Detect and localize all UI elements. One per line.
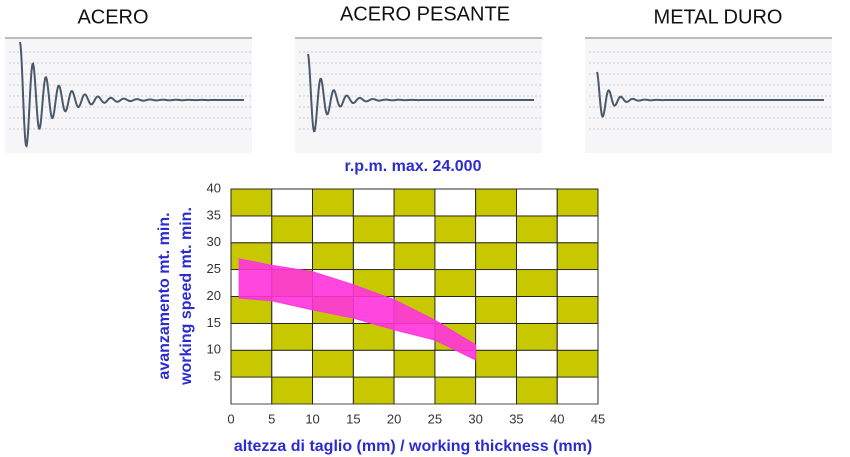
x-tick-label: 0 bbox=[227, 411, 234, 426]
checker-cell bbox=[312, 349, 354, 378]
y-tick-label: 30 bbox=[207, 234, 221, 249]
x-tick-label: 45 bbox=[591, 411, 605, 426]
y-tick-label: 20 bbox=[207, 288, 221, 303]
x-tick-label: 40 bbox=[550, 411, 564, 426]
checker-cell bbox=[393, 376, 436, 405]
x-tick-label: 20 bbox=[387, 411, 401, 426]
checker-cell bbox=[434, 188, 477, 217]
x-tick-label: 35 bbox=[509, 411, 523, 426]
x-tick-label: 15 bbox=[346, 411, 360, 426]
checker-cell bbox=[271, 322, 313, 351]
checker-cell bbox=[312, 215, 354, 244]
checker-cell bbox=[516, 269, 558, 297]
checker-cell bbox=[434, 215, 477, 244]
oscillation bbox=[307, 53, 534, 133]
checker-cell bbox=[475, 322, 517, 351]
checker-cell bbox=[516, 349, 558, 378]
checker-cell bbox=[556, 349, 599, 378]
checker-cell bbox=[352, 349, 395, 378]
y-axis-label: avanzamento mt. min. bbox=[156, 212, 173, 379]
checker-cell bbox=[475, 376, 517, 405]
oscillation bbox=[19, 41, 244, 148]
checker-cell bbox=[516, 322, 558, 351]
y-tick-label: 5 bbox=[214, 369, 221, 384]
checker-cell bbox=[556, 269, 599, 297]
x-tick-label: 25 bbox=[428, 411, 442, 426]
checker-cell bbox=[475, 242, 517, 271]
checker-cell bbox=[393, 188, 436, 217]
chart-title: r.p.m. max. 24.000 bbox=[345, 158, 482, 175]
checker-cell bbox=[393, 349, 436, 378]
x-tick-label: 10 bbox=[305, 411, 319, 426]
checker-cell bbox=[271, 188, 313, 217]
checker-cell bbox=[271, 376, 313, 405]
checker-cell bbox=[312, 188, 354, 217]
checker-cell bbox=[434, 296, 477, 324]
panel-title: METAL DURO bbox=[654, 6, 783, 28]
checker-cell bbox=[230, 349, 273, 378]
panel-title: ACERO PESANTE bbox=[340, 3, 510, 25]
checker-cell bbox=[352, 376, 395, 405]
checker-cell bbox=[352, 188, 395, 217]
checker-cell bbox=[393, 215, 436, 244]
y-tick-label: 15 bbox=[207, 315, 221, 330]
checker-cell bbox=[556, 296, 599, 324]
oscillation-panels bbox=[5, 37, 832, 153]
checker-cell bbox=[312, 322, 354, 351]
x-tick-label: 5 bbox=[268, 411, 275, 426]
checker-cell bbox=[516, 242, 558, 271]
y-tick-label: 25 bbox=[207, 261, 221, 276]
checker-cell bbox=[475, 215, 517, 244]
checker-cell bbox=[475, 296, 517, 324]
x-axis-label: altezza di taglio (mm) / working thickne… bbox=[234, 438, 592, 455]
checker-cell bbox=[516, 296, 558, 324]
checker-cell bbox=[393, 269, 436, 297]
plot: 0 5 10 15 20 25 30 35 40 45 5 10 15 20 25 30 35 40 bbox=[207, 180, 606, 426]
y-axis-label: working speed mt. min. bbox=[178, 207, 195, 386]
checker-cell bbox=[475, 269, 517, 297]
checker-cell bbox=[516, 188, 558, 217]
checker-cell bbox=[556, 376, 599, 405]
checker-cell bbox=[271, 242, 313, 271]
checker-cell bbox=[516, 215, 558, 244]
checker-cell bbox=[312, 376, 354, 405]
checker-cell bbox=[352, 242, 395, 271]
checker-cell bbox=[271, 349, 313, 378]
checker-cell bbox=[312, 242, 354, 271]
checker-cell bbox=[475, 188, 517, 217]
y-tick-label: 40 bbox=[207, 180, 221, 195]
checker-cell bbox=[230, 215, 273, 244]
checker-cell bbox=[230, 376, 273, 405]
checker-cell bbox=[475, 349, 517, 378]
checker-cell bbox=[393, 242, 436, 271]
oscillation bbox=[596, 71, 824, 118]
checker-cell bbox=[230, 322, 273, 351]
checker-cell bbox=[556, 322, 599, 351]
y-tick-label: 35 bbox=[207, 207, 221, 222]
checker-cell bbox=[556, 215, 599, 244]
checker-cell bbox=[434, 269, 477, 297]
speed-band bbox=[238, 258, 477, 361]
checker-cell bbox=[516, 376, 558, 405]
panel-title: ACERO bbox=[77, 6, 148, 28]
y-tick-label: 10 bbox=[207, 342, 221, 357]
checker-cell bbox=[352, 215, 395, 244]
checker-cell bbox=[556, 242, 599, 271]
checker-cell bbox=[434, 376, 477, 405]
x-tick-label: 30 bbox=[468, 411, 482, 426]
checker-cell bbox=[271, 215, 313, 244]
checker-cell bbox=[434, 242, 477, 271]
checker-cell bbox=[230, 188, 273, 217]
checker-cell bbox=[556, 188, 599, 217]
